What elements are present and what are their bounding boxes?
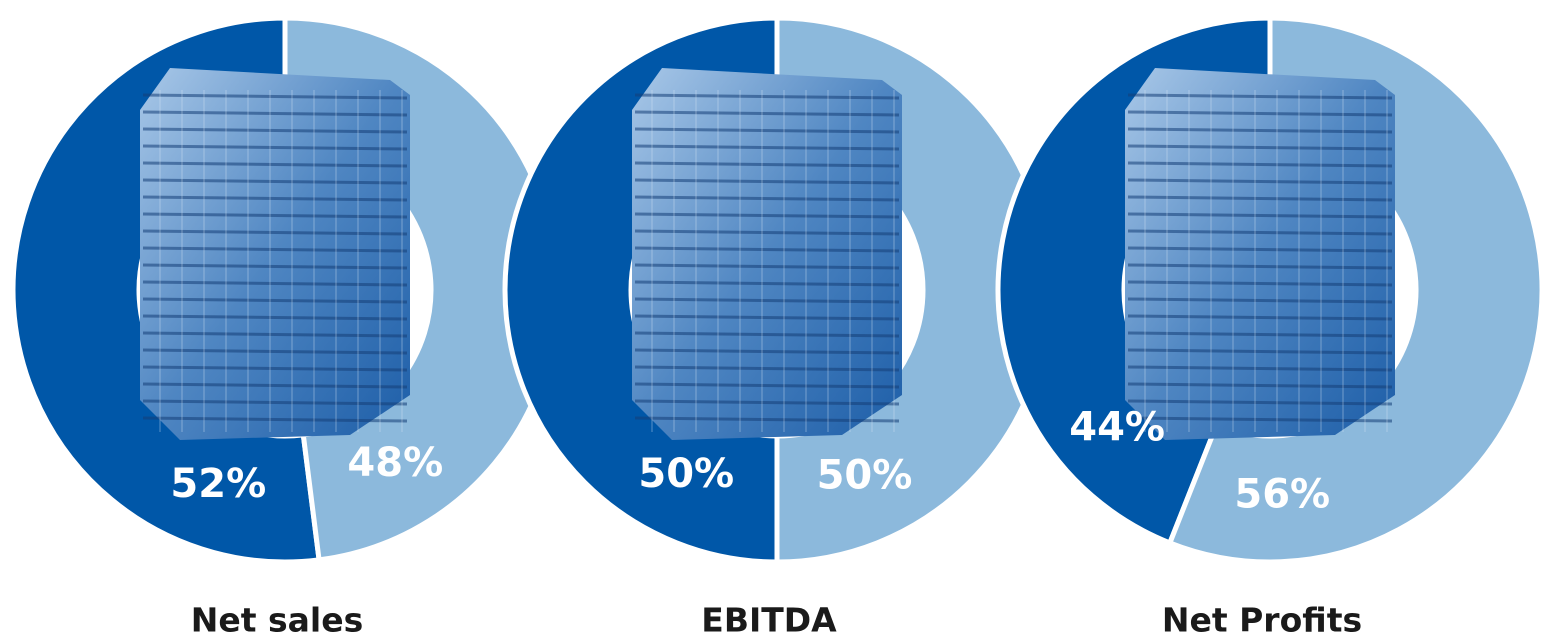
building-floor	[1127, 246, 1393, 253]
donut: 44% 56% Net Profits	[995, 15, 1545, 640]
building-floor	[1127, 331, 1393, 338]
building-floor	[634, 348, 900, 355]
building-floor	[634, 382, 900, 389]
building-floor	[142, 331, 408, 338]
building-floor	[1127, 161, 1393, 168]
building-floor	[634, 110, 900, 117]
building-floor	[142, 195, 408, 202]
building-floor	[142, 229, 408, 236]
building-floor	[142, 348, 408, 355]
building-floor	[142, 93, 408, 100]
building-floor	[634, 365, 900, 372]
building-shape	[1125, 68, 1395, 440]
building-floor	[1127, 314, 1393, 321]
building-floor	[142, 314, 408, 321]
building-floor	[634, 178, 900, 185]
building-floor	[142, 110, 408, 117]
value-label: 48%	[347, 440, 443, 486]
building-floor	[634, 280, 900, 287]
value-label: 56%	[1234, 472, 1330, 518]
building-floor	[634, 399, 900, 406]
building-floor	[1127, 280, 1393, 287]
building-floor	[634, 127, 900, 134]
building-floor	[142, 365, 408, 372]
donut: 50% 50% EBITDA	[502, 15, 1052, 640]
building-floor	[634, 416, 900, 423]
value-label: 52%	[170, 461, 266, 507]
chart-title: Net sales	[191, 601, 364, 640]
building-floor	[1127, 365, 1393, 372]
building-floor	[142, 399, 408, 406]
building-floor	[634, 263, 900, 270]
building-floor	[1127, 212, 1393, 219]
building-floor	[634, 246, 900, 253]
building-shape	[632, 68, 902, 440]
donut: 52% 48% Net sales	[10, 15, 560, 640]
building-floor	[142, 178, 408, 185]
building-floor	[1127, 399, 1393, 406]
building-floor	[1127, 93, 1393, 100]
building-floor	[142, 280, 408, 287]
chart-title: Net Profits	[1162, 601, 1362, 640]
building-floor	[634, 314, 900, 321]
building-floor	[634, 331, 900, 338]
building-floor	[142, 212, 408, 219]
building-floor	[142, 416, 408, 423]
value-label: 50%	[817, 453, 913, 499]
building-floor	[1127, 178, 1393, 185]
building-shape	[140, 68, 410, 440]
building-floor	[142, 297, 408, 304]
building-floor	[1127, 110, 1393, 117]
building-floor	[142, 144, 408, 151]
building-floor	[142, 382, 408, 389]
building-floor	[142, 263, 408, 270]
building-image	[1125, 68, 1395, 440]
chart-title: EBITDA	[701, 601, 837, 640]
building-floor	[1127, 297, 1393, 304]
building-image	[140, 68, 410, 440]
building-floor	[634, 144, 900, 151]
building-floor	[634, 212, 900, 219]
building-floor	[142, 246, 408, 253]
value-label: 44%	[1069, 405, 1165, 451]
building-floor	[1127, 348, 1393, 355]
building-floor	[634, 229, 900, 236]
building-floor	[634, 161, 900, 168]
building-floor	[1127, 144, 1393, 151]
building-floor	[1127, 416, 1393, 423]
value-label: 50%	[638, 451, 734, 497]
building-floor	[1127, 263, 1393, 270]
building-floor	[142, 127, 408, 134]
building-floor	[1127, 382, 1393, 389]
building-floor	[1127, 195, 1393, 202]
building-floor	[634, 195, 900, 202]
building-floor	[634, 297, 900, 304]
building-floor	[1127, 229, 1393, 236]
building-image	[632, 68, 902, 440]
building-floor	[1127, 127, 1393, 134]
building-floor	[634, 93, 900, 100]
building-floor	[142, 161, 408, 168]
